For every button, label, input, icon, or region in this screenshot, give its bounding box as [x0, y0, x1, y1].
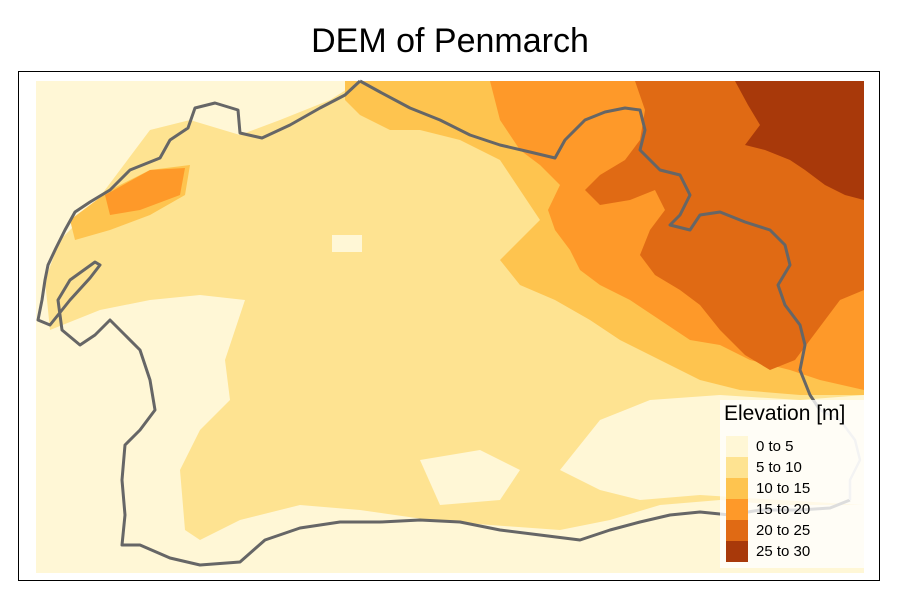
zone-0-5-patch-center — [420, 450, 520, 505]
legend-swatch — [726, 520, 748, 541]
legend-label: 25 to 30 — [756, 543, 811, 560]
map-frame — [18, 71, 880, 581]
zone-25-30 — [735, 81, 864, 200]
legend-label: 5 to 10 — [756, 459, 802, 476]
commune-boundary-east — [359, 79, 822, 411]
legend-title: Elevation [m] — [724, 402, 846, 425]
legend-item-20-25: 20 to 25 — [726, 520, 810, 541]
legend-swatch — [726, 499, 748, 520]
legend-item-0-5: 0 to 5 — [726, 436, 794, 457]
legend: Elevation [m] 0 to 5 5 to 10 10 to 15 15… — [720, 400, 868, 568]
legend-swatch — [726, 436, 748, 457]
legend-label: 15 to 20 — [756, 501, 811, 518]
legend-label: 20 to 25 — [756, 522, 811, 539]
legend-item-5-10: 5 to 10 — [726, 457, 802, 478]
legend-swatch — [726, 478, 748, 499]
legend-label: 0 to 5 — [756, 438, 794, 455]
legend-item-10-15: 10 to 15 — [726, 478, 810, 499]
legend-swatch — [726, 541, 748, 562]
legend-swatch — [726, 457, 748, 478]
commune-boundary — [36, 79, 851, 567]
zone-0-5-spot — [332, 235, 362, 252]
map-title: DEM of Penmarch — [311, 22, 589, 60]
legend-item-15-20: 15 to 20 — [726, 499, 810, 520]
legend-label: 10 to 15 — [756, 480, 811, 497]
legend-item-25-30: 25 to 30 — [726, 541, 810, 562]
zone-15-20-west-band — [105, 168, 185, 215]
